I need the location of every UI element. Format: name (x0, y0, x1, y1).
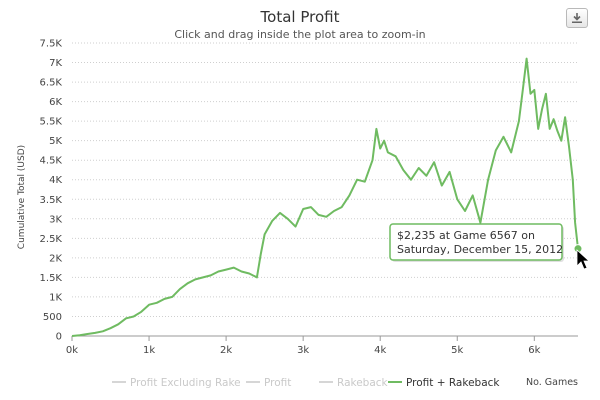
y-axis-ticks: 0 500 1K 1.5K 2K 2.5K 3K 3.5K 4K 4.5K 5K 5.5K 6K 6.5K… (40, 39, 63, 343)
legend-item[interactable]: Profit + Rakeback (388, 377, 500, 389)
legend-item[interactable]: Profit Excluding Rake (112, 377, 241, 389)
download-icon (572, 13, 582, 23)
y-tick-label: 3K (49, 214, 62, 225)
y-tick-label: 1.5K (40, 273, 63, 284)
y-tick-label: 6.5K (40, 78, 63, 89)
x-tick-label: 2k (220, 345, 232, 356)
legend-label: Rakeback (337, 377, 389, 389)
series-layer (71, 57, 583, 337)
x-tick-label: 1k (143, 345, 155, 356)
y-tick-label: 7K (49, 58, 62, 69)
grid-lines (72, 42, 578, 317)
y-tick-label: 2K (49, 253, 62, 264)
y-tick-label: 4K (49, 175, 62, 186)
y-tick-label: 3.5K (40, 195, 63, 206)
download-button[interactable] (566, 8, 588, 28)
mouse-cursor-icon (576, 249, 591, 270)
x-tick-label: 4k (374, 345, 386, 356)
y-tick-label: 500 (43, 312, 62, 323)
y-tick-label: 5K (49, 136, 62, 147)
legend-label: Profit Excluding Rake (130, 377, 241, 389)
y-tick-label: 7.5K (40, 39, 63, 50)
tooltip-line1: $2,235 at Game 6567 on (397, 229, 535, 242)
y-tick-label: 4.5K (40, 156, 63, 167)
x-tick-label: 3k (297, 345, 309, 356)
y-tick-label: 6K (49, 97, 62, 108)
x-tick-label: 0k (66, 345, 78, 356)
x-axis-ticks: 0k 1k 2k 3k 4k 5k 6k (66, 336, 541, 356)
series-line-profit-rakeback[interactable] (71, 57, 579, 337)
legend-label: Profit (264, 377, 291, 389)
legend[interactable]: Profit Excluding Rake Profit Rakeback Profi… (112, 377, 500, 389)
y-axis-title: Cumulative Total (USD) (17, 145, 27, 249)
legend-item[interactable]: Profit (246, 377, 291, 389)
y-tick-label: 2.5K (40, 234, 63, 245)
y-tick-label: 5.5K (40, 117, 63, 128)
x-tick-label: 6k (528, 345, 540, 356)
legend-label: Profit + Rakeback (406, 377, 500, 389)
chart-title: Total Profit (260, 8, 340, 26)
x-tick-label: 5k (451, 345, 463, 356)
legend-item[interactable]: Rakeback (319, 377, 389, 389)
y-tick-label: 0 (56, 332, 62, 343)
x-axis-title: No. Games (526, 377, 578, 388)
tooltip-box (389, 223, 563, 261)
tooltip-line2: Saturday, December 15, 2012 (397, 243, 563, 256)
y-tick-label: 1K (49, 292, 62, 303)
chart-subtitle: Click and drag inside the plot area to z… (174, 28, 425, 41)
